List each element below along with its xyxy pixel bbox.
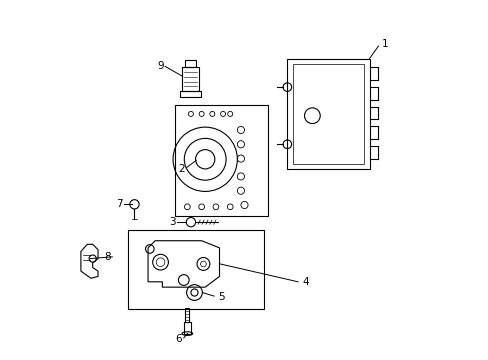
Text: 4: 4 [302, 277, 309, 287]
Bar [182, 67, 199, 91]
Bar [128, 230, 264, 309]
Text: 1: 1 [381, 39, 388, 49]
Text: 2: 2 [178, 164, 185, 174]
Text: 5: 5 [218, 292, 224, 302]
Text: 7: 7 [116, 199, 122, 209]
Bar [292, 64, 364, 164]
Bar [175, 105, 267, 216]
Text: 9: 9 [157, 62, 163, 71]
Text: 8: 8 [104, 252, 111, 262]
Bar [184, 60, 196, 67]
Bar [185, 308, 189, 322]
Bar [180, 91, 201, 97]
Bar [287, 59, 369, 169]
Bar [183, 322, 190, 334]
Text: 6: 6 [175, 334, 182, 344]
Text: 3: 3 [169, 217, 175, 227]
